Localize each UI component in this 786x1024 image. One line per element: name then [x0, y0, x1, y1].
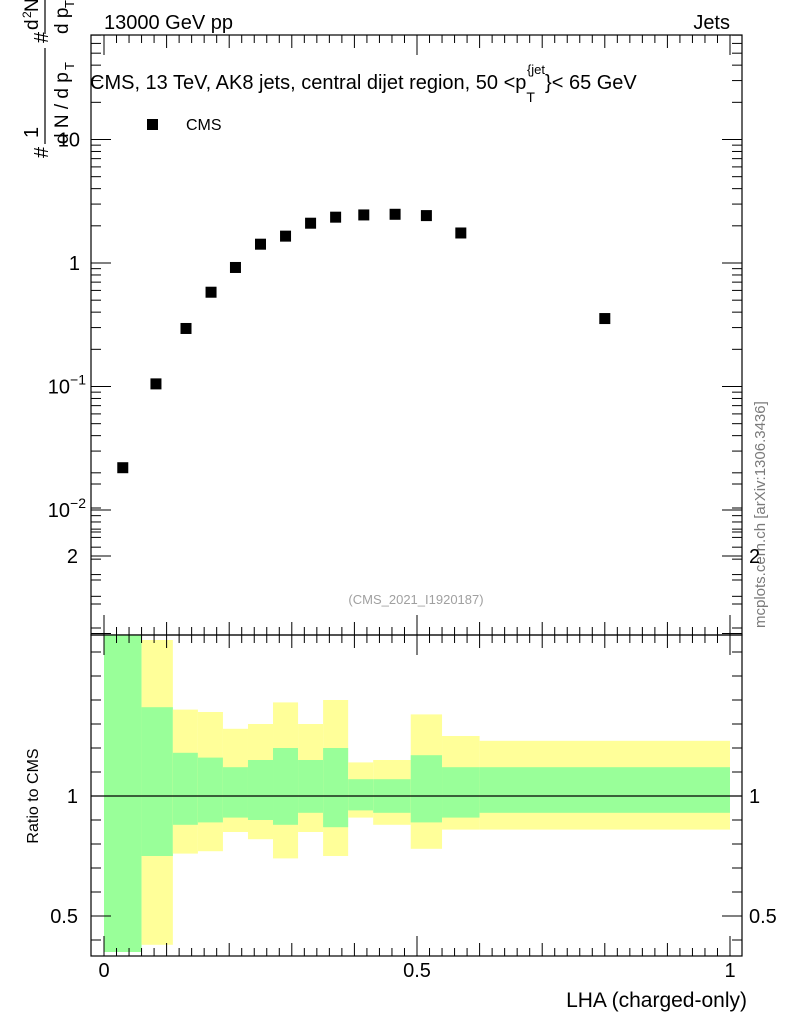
ratio-y-axis-label: Ratio to CMS — [25, 748, 42, 843]
ratio-band-inner — [247, 760, 274, 820]
svg-text:1: 1 — [21, 127, 43, 138]
data-point — [358, 209, 370, 221]
ratio-band-inner — [298, 760, 324, 813]
ratio-y-tick-label-right: 2 — [749, 546, 760, 568]
data-point — [305, 217, 317, 229]
ratio-band-inner — [273, 748, 299, 825]
ratio-y-tick-label-right: 1 — [749, 786, 760, 808]
ratio-y-tick-label: 0.5 — [50, 906, 78, 928]
main-y-axis-label: # 1 d N / d p T # d 2 N d p T d λ — [20, 0, 77, 158]
main-y-tick-label: 10−2 — [48, 495, 86, 522]
svg-text:d N / d p: d N / d p — [52, 72, 73, 144]
main-y-tick-label: 1 — [69, 253, 80, 275]
data-point — [255, 238, 266, 250]
x-tick-labels: 0 0.5 1 — [98, 960, 735, 982]
main-axis-ticks — [91, 34, 742, 635]
data-point — [389, 208, 401, 220]
x-tick-label: 1 — [724, 960, 735, 982]
data-point — [117, 462, 129, 474]
x-axis-label: LHA (charged-only) — [566, 989, 747, 1012]
svg-text:T: T — [62, 0, 77, 8]
data-point — [420, 210, 432, 222]
ratio-band-inner — [442, 767, 480, 818]
ratio-band-inner — [104, 635, 142, 952]
main-y-tick-labels: 10−2 10−1 1 10 — [48, 130, 86, 523]
ratio-y-tick-label: 1 — [67, 786, 78, 808]
ratio-band-inner — [348, 779, 374, 811]
data-point — [205, 286, 217, 298]
legend-marker-cms — [147, 119, 158, 130]
svg-text:#: # — [31, 146, 53, 158]
ratio-band-inner — [479, 767, 730, 813]
svg-text:T: T — [62, 62, 77, 70]
svg-text:d p: d p — [52, 8, 73, 34]
ratio-band-inner — [410, 755, 443, 823]
ratio-band-inner — [323, 748, 349, 828]
ratio-y-tick-label-right: 0.5 — [749, 906, 777, 928]
ratio-axis-ticks — [91, 483, 742, 956]
ratio-y-tick-label: 2 — [67, 546, 78, 568]
header-left: 13000 GeV pp — [104, 12, 233, 34]
data-point — [229, 261, 241, 273]
analysis-tag: (CMS_2021_I1920187) — [348, 592, 483, 607]
x-tick-label: 0 — [98, 960, 109, 982]
data-point — [150, 378, 162, 390]
ratio-band-inner — [141, 707, 173, 856]
data-point — [599, 313, 611, 325]
ratio-y-tick-labels: 0.5 0.5 1 1 2 2 — [50, 546, 777, 928]
side-label: mcplots.cern.ch [arXiv:1306.3436] — [752, 401, 769, 628]
data-point — [280, 230, 292, 242]
data-points — [117, 208, 611, 474]
svg-text:#: # — [31, 31, 53, 43]
ratio-band-inner — [172, 752, 198, 825]
main-y-tick-label: 10 — [58, 130, 80, 152]
svg-text:d: d — [22, 19, 43, 30]
data-point — [330, 211, 342, 223]
ratio-band-inner — [197, 757, 223, 823]
svg-text:2: 2 — [20, 11, 34, 18]
svg-text:N: N — [22, 0, 43, 12]
main-y-tick-label: 10−1 — [48, 372, 86, 399]
data-point — [455, 227, 467, 239]
chart-title: CMS, 13 TeV, AK8 jets, central dijet reg… — [90, 62, 637, 105]
header-right: Jets — [693, 12, 730, 34]
legend-label-cms: CMS — [186, 117, 222, 134]
data-point — [180, 322, 192, 334]
ratio-bands — [104, 635, 730, 952]
ratio-band-inner — [222, 767, 248, 818]
x-tick-label: 0.5 — [403, 960, 431, 982]
